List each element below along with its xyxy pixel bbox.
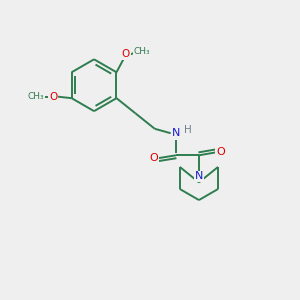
Text: O: O (216, 147, 225, 158)
Text: CH₃: CH₃ (27, 92, 44, 101)
Text: O: O (122, 49, 130, 59)
Text: O: O (149, 153, 158, 163)
Text: N: N (172, 128, 180, 138)
Text: H: H (184, 125, 192, 135)
Text: N: N (195, 172, 203, 182)
Text: CH₃: CH₃ (134, 47, 150, 56)
Text: O: O (49, 92, 58, 102)
